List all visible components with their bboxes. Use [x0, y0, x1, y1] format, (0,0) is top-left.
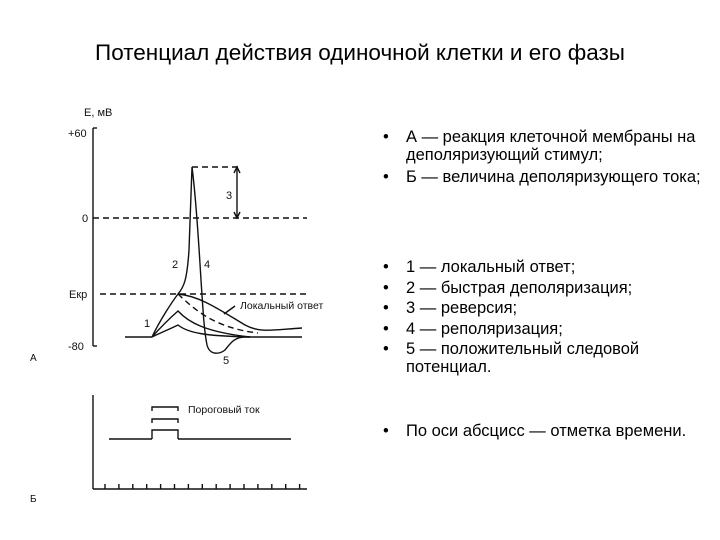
bullet-list-panels: А — реакция клеточной мембраны на деполя…: [383, 128, 703, 192]
tick-label-zero: 0: [82, 213, 88, 225]
tick-label-minus80: -80: [68, 341, 84, 353]
local-response-label: Локальный ответ: [240, 300, 323, 312]
bullet-item: По оси абсцисс — отметка времени.: [383, 422, 703, 441]
bullet-item: 5 — положительный следовой потенциал.: [383, 340, 703, 376]
current-pulse-1: [151, 429, 179, 439]
panel-b-label: Б: [30, 494, 37, 505]
bullet-list-time: По оси абсцисс — отметка времени.: [383, 422, 703, 446]
subthreshold-response-1: [151, 324, 251, 338]
threshold-current-label: Пороговый ток: [188, 404, 260, 416]
bullet-item: 1 — локальный ответ;: [383, 258, 703, 277]
bullet-item: 4 — реполяризация;: [383, 320, 703, 339]
bullet-item: 2 — быстрая деполяризация;: [383, 279, 703, 298]
action-potential-curve: [151, 166, 302, 354]
phase-label-4: 4: [204, 259, 210, 271]
slide-title: Потенциал действия одиночной клетки и ег…: [95, 40, 625, 65]
panel-a-label: А: [30, 353, 37, 364]
phase-label-1: 1: [144, 318, 150, 330]
bullet-item: А — реакция клеточной мембраны на деполя…: [383, 128, 703, 164]
tick-label-plus60: +60: [68, 128, 87, 140]
y-axis-label: Е, мВ: [84, 107, 112, 119]
phase-label-5: 5: [223, 355, 229, 367]
phase-label-2: 2: [172, 259, 178, 271]
subthreshold-response-2: [151, 310, 251, 338]
time-marks: [104, 484, 301, 489]
bullet-item: Б — величина деполяризующего тока;: [383, 168, 703, 187]
local-response-pointer: [223, 305, 236, 315]
bullet-item: 3 — реверсия;: [383, 299, 703, 318]
current-pulse-3: [151, 406, 179, 411]
tick-label-threshold: Екр: [69, 289, 87, 301]
bullet-list-phases: 1 — локальный ответ; 2 — быстрая деполяр…: [383, 258, 703, 379]
current-pulse-2: [151, 418, 179, 423]
local-response-curve: [177, 293, 303, 331]
phase-label-3: 3: [226, 190, 232, 202]
